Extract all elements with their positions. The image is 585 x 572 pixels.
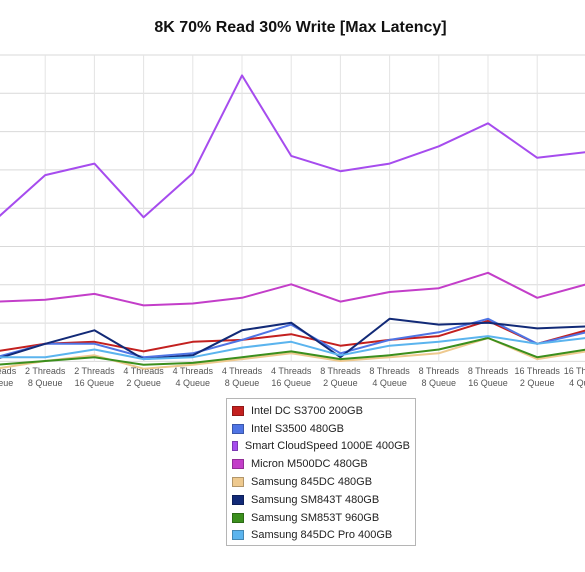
series-line xyxy=(0,317,585,361)
x-tick-label: 8 Queue xyxy=(225,378,260,388)
legend-item: Smart CloudSpeed 1000E 400GB xyxy=(232,438,410,456)
legend-item: Samsung 845DC 480GB xyxy=(232,473,410,491)
x-tick-label: 2 Queue xyxy=(323,378,358,388)
x-tick-label: 4 Threads xyxy=(123,366,164,376)
series-line xyxy=(0,74,585,219)
x-tick-label: 16 Threads xyxy=(564,366,585,376)
x-tick-label: 8 Threads xyxy=(320,366,361,376)
legend-swatch xyxy=(232,405,244,416)
x-tick-label: 2 Threads xyxy=(25,366,66,376)
x-tick-label: 4 Queue xyxy=(176,378,211,388)
x-tick-label: 8 Queue xyxy=(422,378,457,388)
legend-swatch xyxy=(232,459,244,470)
x-tick-label: 4 Threads xyxy=(222,366,263,376)
legend-swatch xyxy=(232,441,238,452)
series-line xyxy=(0,319,585,353)
line-chart: 1 Threads 2 Queue 2 Threads 8 Queue 2 Thread… xyxy=(0,54,585,388)
legend-label: Intel S3500 480GB xyxy=(251,422,344,435)
x-tick-label: 8 Threads xyxy=(369,366,410,376)
x-tick-label: 2 Queue xyxy=(0,378,13,388)
x-tick-label: 16 Threads xyxy=(515,366,561,376)
series-line xyxy=(0,317,585,359)
legend-swatch xyxy=(232,423,244,434)
legend: Intel DC S3700 200GB Intel S3500 480GB Sma… xyxy=(226,398,416,546)
legend-label: Samsung SM853T 960GB xyxy=(251,511,380,524)
legend-swatch xyxy=(232,494,244,505)
legend-item: Intel S3500 480GB xyxy=(232,420,410,438)
x-tick-label: 4 Queue xyxy=(569,378,585,388)
x-tick-label: 2 Threads xyxy=(74,366,115,376)
x-tick-label: 8 Threads xyxy=(419,366,460,376)
series-line xyxy=(0,271,585,307)
legend-swatch xyxy=(232,477,244,488)
legend-item: Samsung SM853T 960GB xyxy=(232,509,410,527)
series-line xyxy=(0,335,585,361)
x-tick-label: 16 Queue xyxy=(75,378,115,388)
legend-label: Smart CloudSpeed 1000E 400GB xyxy=(244,440,410,453)
series-line xyxy=(0,337,585,366)
x-tick-label: 8 Threads xyxy=(468,366,509,376)
legend-label: Samsung SM843T 480GB xyxy=(251,493,380,506)
x-tick-label: 16 Queue xyxy=(271,378,311,388)
x-tick-label: 16 Queue xyxy=(468,378,508,388)
legend-label: Samsung 845DC Pro 400GB xyxy=(251,529,393,542)
series-lines xyxy=(0,74,585,370)
legend-label: Intel DC S3700 200GB xyxy=(251,404,363,417)
legend-item: Samsung 845DC Pro 400GB xyxy=(232,527,410,545)
legend-item: Samsung SM843T 480GB xyxy=(232,491,410,509)
legend-label: Micron M500DC 480GB xyxy=(251,458,368,471)
legend-item: Micron M500DC 480GB xyxy=(232,455,410,473)
x-tick-label: 4 Queue xyxy=(372,378,407,388)
x-tick-label: 2 Queue xyxy=(520,378,555,388)
x-tick-label: 4 Threads xyxy=(173,366,214,376)
x-tick-label: 4 Threads xyxy=(271,366,312,376)
legend-swatch xyxy=(232,530,244,541)
x-tick-label: 8 Queue xyxy=(28,378,63,388)
x-axis-labels: 1 Threads 2 Queue 2 Threads 8 Queue 2 Thread… xyxy=(0,366,585,388)
legend-swatch xyxy=(232,512,244,523)
legend-item: Intel DC S3700 200GB xyxy=(232,402,410,420)
chart-title: 8K 70% Read 30% Write [Max Latency] xyxy=(154,19,447,36)
x-tick-label: 1 Threads xyxy=(0,366,17,376)
x-tick-label: 2 Queue xyxy=(126,378,161,388)
grid-lines xyxy=(0,54,585,362)
legend-label: Samsung 845DC 480GB xyxy=(251,476,373,489)
